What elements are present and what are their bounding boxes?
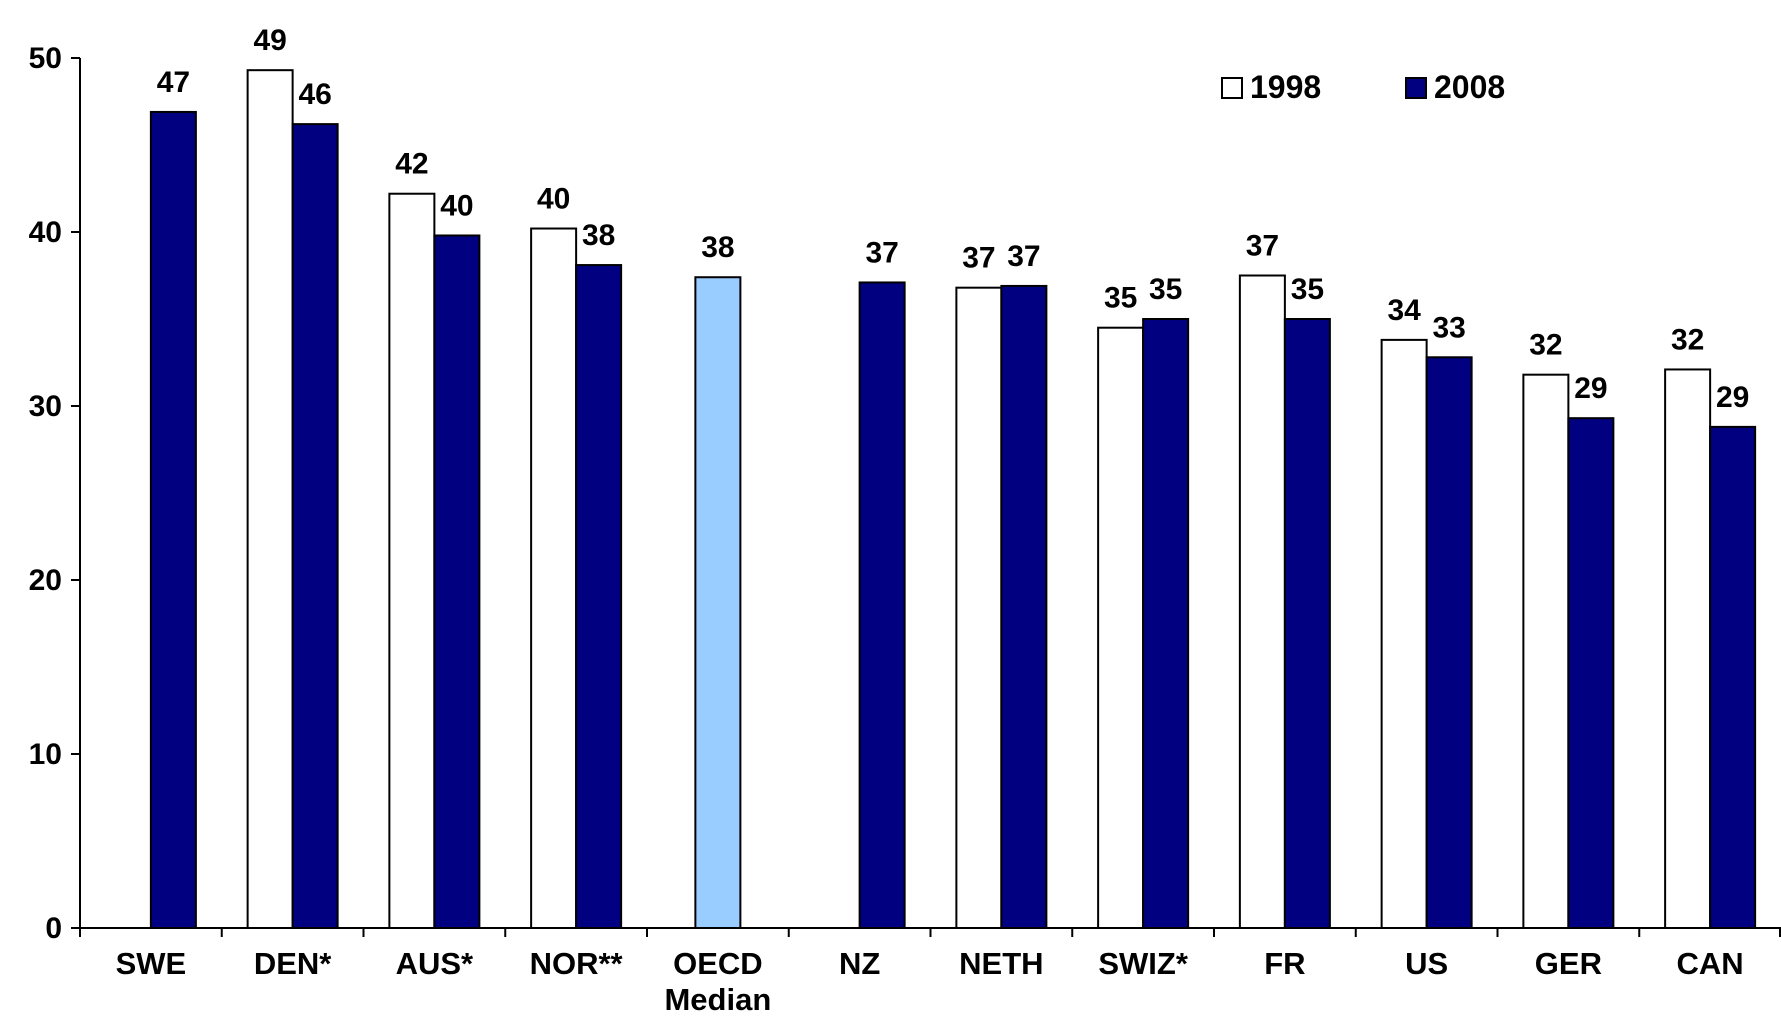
- bar-2008-nor: [575, 264, 623, 929]
- data-label-1998-den: 49: [253, 24, 286, 57]
- legend: 1998 2008: [1221, 69, 1505, 105]
- legend-swatch-1998: [1221, 77, 1243, 99]
- x-tick-label-nor: NOR**: [530, 946, 624, 981]
- bar-2008-swe: [149, 110, 197, 929]
- bar-2008-den: [291, 123, 339, 930]
- bar-1998-us: [1380, 338, 1428, 929]
- data-label-1998-aus: 42: [395, 148, 428, 181]
- bar-2008-can: [1709, 425, 1757, 929]
- bar-1998-fr: [1238, 274, 1286, 929]
- bar-median-oecd-median: [694, 276, 742, 929]
- data-label-2008-nz: 37: [865, 236, 898, 269]
- x-tick-label-aus: AUS*: [396, 946, 474, 981]
- x-tick-label-us: US: [1405, 946, 1448, 981]
- bars: [149, 69, 1757, 930]
- bar-1998-nor: [530, 227, 578, 929]
- y-tick-label: 0: [45, 912, 62, 945]
- data-label-2008-neth: 37: [1007, 240, 1040, 273]
- data-label-2008-us: 33: [1432, 311, 1465, 344]
- bar-2008-neth: [1000, 284, 1048, 929]
- data-label-2008-can: 29: [1716, 381, 1749, 414]
- data-label-1998-nor: 40: [537, 183, 570, 216]
- data-label-1998-us: 34: [1387, 294, 1421, 327]
- y-tick-label: 40: [29, 216, 62, 249]
- bar-1998-aus: [388, 192, 436, 930]
- x-tick-label-can: CAN: [1677, 946, 1744, 981]
- legend-swatch-2008: [1405, 77, 1427, 99]
- x-tick-label-fr: FR: [1264, 946, 1305, 981]
- y-axis: 0 10 20 30 40 50: [29, 42, 81, 945]
- data-label-2008-fr: 35: [1291, 273, 1324, 306]
- bar-1998-swiz: [1097, 326, 1145, 929]
- bar-2008-swiz: [1142, 318, 1190, 929]
- data-label-1998-swiz: 35: [1104, 282, 1137, 315]
- data-label-2008-nor: 38: [582, 219, 615, 252]
- data-label-1998-fr: 37: [1246, 230, 1279, 263]
- bar-2008-aus: [433, 234, 481, 930]
- x-tick-label-swe: SWE: [116, 946, 187, 981]
- x-axis: SWE DEN* AUS* NOR** OECD Median NZ NETH SWIZ* FR U…: [79, 927, 1781, 1017]
- x-tick-label-oecd-median: OECD Median: [664, 946, 771, 1017]
- data-label-median-oecd-median: 38: [701, 231, 734, 264]
- y-tick-label: 20: [29, 564, 62, 597]
- x-tick-label-den: DEN*: [254, 946, 332, 981]
- bar-1998-den: [246, 69, 294, 930]
- bar-2008-ger: [1567, 417, 1615, 929]
- data-label-2008-den: 46: [298, 78, 331, 111]
- x-tick-label-nz: NZ: [839, 946, 880, 981]
- data-label-1998-ger: 32: [1529, 329, 1562, 362]
- y-tick-label: 50: [29, 42, 62, 75]
- legend-label-2008: 2008: [1434, 69, 1505, 105]
- bar-1998-neth: [955, 286, 1003, 929]
- data-label-2008-swe: 47: [157, 66, 190, 99]
- x-tick-label-ger: GER: [1535, 946, 1602, 981]
- y-tick-label: 10: [29, 738, 62, 771]
- bar-2008-fr: [1283, 318, 1331, 929]
- legend-label-1998: 1998: [1250, 69, 1321, 105]
- data-label-2008-ger: 29: [1574, 372, 1607, 405]
- data-label-2008-swiz: 35: [1149, 273, 1182, 306]
- data-label-1998-neth: 37: [962, 242, 995, 275]
- data-labels: 47 49 46 42 40 40 38 38 37 37 37 35 35 37 35 34 33 32 29 32…: [157, 24, 1750, 414]
- data-label-2008-aus: 40: [440, 189, 473, 222]
- y-tick-label: 30: [29, 390, 62, 423]
- bar-2008-nz: [858, 281, 906, 929]
- x-tick-label-swiz: SWIZ*: [1098, 946, 1188, 981]
- bar-1998-can: [1664, 368, 1712, 929]
- x-tick-label-neth: NETH: [959, 946, 1043, 981]
- bar-1998-ger: [1522, 373, 1570, 929]
- data-label-1998-can: 32: [1671, 323, 1704, 356]
- bar-2008-us: [1425, 356, 1473, 929]
